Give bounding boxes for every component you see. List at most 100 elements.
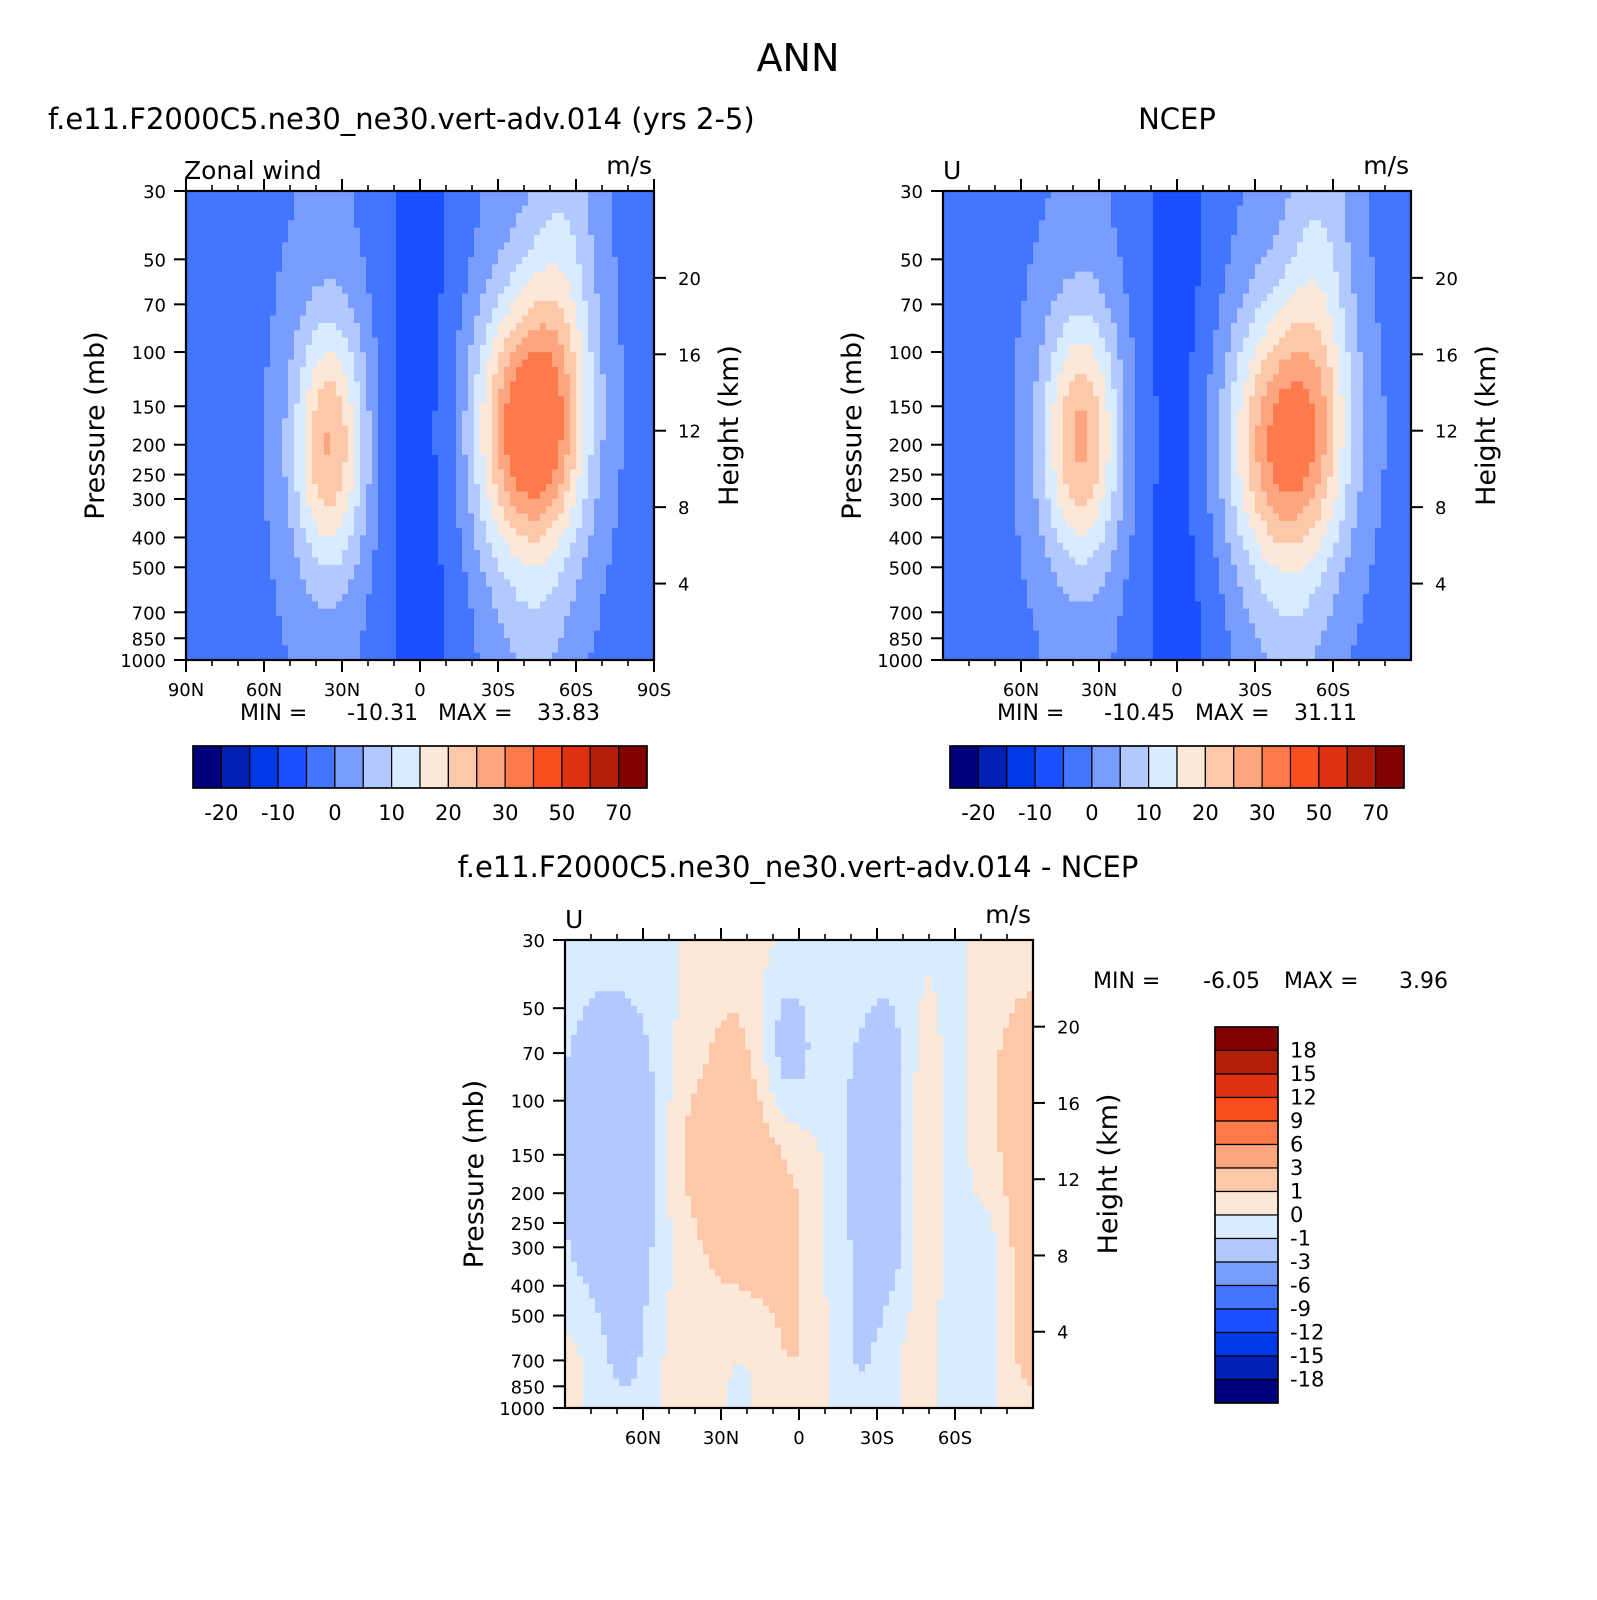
heatmap-cell <box>492 191 499 199</box>
heatmap-cell <box>648 616 655 624</box>
heatmap-cell <box>612 220 619 229</box>
heatmap-cell <box>294 645 301 654</box>
heatmap-cell <box>516 227 523 236</box>
heatmap-cell <box>270 506 277 515</box>
heatmap-cell <box>468 205 475 214</box>
heatmap-cell <box>348 322 355 331</box>
heatmap-cell <box>648 638 655 646</box>
heatmap-cell <box>576 608 583 617</box>
heatmap-cell <box>264 579 271 588</box>
heatmap-cell <box>342 315 349 324</box>
heatmap-cell <box>582 630 589 639</box>
heatmap-cell <box>396 586 403 595</box>
heatmap-cell <box>546 447 553 456</box>
heatmap-cell <box>366 403 373 412</box>
heatmap-cell <box>558 616 565 624</box>
heatmap-cell <box>324 638 331 646</box>
heatmap-cell <box>282 630 289 639</box>
heatmap-cell <box>204 359 211 368</box>
heatmap-cell <box>528 234 535 243</box>
heatmap-cell <box>396 484 403 493</box>
heatmap-cell <box>456 564 463 573</box>
heatmap-cell <box>498 293 505 302</box>
heatmap-cell <box>240 476 247 485</box>
heatmap-cell <box>282 293 289 302</box>
heatmap-cell <box>504 330 511 339</box>
heatmap-cell <box>282 242 289 251</box>
heatmap-cell <box>462 374 469 383</box>
heatmap-cell <box>234 520 241 529</box>
heatmap-cell <box>240 542 247 551</box>
heatmap-cell <box>288 447 295 456</box>
heatmap-cell <box>528 506 535 515</box>
heatmap-cell <box>378 623 385 632</box>
heatmap-cell <box>492 594 499 602</box>
heatmap-cell <box>420 242 427 251</box>
heatmap-cell <box>372 322 379 331</box>
heatmap-cell <box>408 506 415 515</box>
heatmap-cell <box>384 484 391 493</box>
heatmap-cell <box>522 447 529 456</box>
heatmap-cell <box>192 264 199 273</box>
heatmap-cell <box>306 476 313 485</box>
heatmap-cell <box>258 271 265 280</box>
heatmap-cell <box>576 271 583 280</box>
heatmap-cell <box>444 425 451 434</box>
heatmap-cell <box>222 454 229 463</box>
heatmap-cell <box>612 645 619 654</box>
heatmap-cell <box>480 586 487 595</box>
heatmap-cell <box>540 381 547 390</box>
heatmap-cell <box>234 601 241 610</box>
heatmap-cell <box>450 374 457 383</box>
heatmap-cell <box>414 293 421 302</box>
heatmap-cell <box>354 528 361 537</box>
heatmap-cell <box>210 308 217 317</box>
heatmap-cell <box>648 374 655 383</box>
heatmap-cell <box>396 447 403 456</box>
heatmap-cell <box>216 227 223 236</box>
heatmap-cell <box>636 491 643 500</box>
heatmap-cell <box>402 425 409 434</box>
heatmap-cell <box>390 198 397 207</box>
heatmap-cell <box>624 403 631 412</box>
heatmap-cell <box>204 557 211 566</box>
heatmap-cell <box>588 440 595 449</box>
heatmap-cell <box>216 256 223 265</box>
heatmap-cell <box>618 528 625 537</box>
heatmap-cell <box>564 191 571 199</box>
heatmap-cell <box>420 630 427 639</box>
heatmap-cell <box>204 564 211 573</box>
heatmap-cell <box>330 564 337 573</box>
heatmap-cell <box>462 454 469 463</box>
heatmap-cell <box>564 557 571 566</box>
heatmap-cell <box>372 469 379 478</box>
heatmap-cell <box>552 586 559 595</box>
heatmap-cell <box>354 484 361 493</box>
heatmap-cell <box>366 608 373 617</box>
heatmap-cell <box>222 638 229 646</box>
heatmap-cell <box>606 191 613 199</box>
heatmap-cell <box>570 337 577 346</box>
heatmap-cell <box>552 286 559 295</box>
heatmap-cell <box>510 403 517 412</box>
heatmap-cell <box>408 220 415 229</box>
heatmap-cell <box>282 623 289 632</box>
heatmap-cell <box>198 374 205 383</box>
heatmap-cell <box>228 630 235 639</box>
heatmap-cell <box>426 528 433 537</box>
heatmap-cell <box>624 586 631 595</box>
heatmap-cell <box>222 432 229 441</box>
heatmap-cell <box>282 447 289 456</box>
heatmap-cell <box>390 550 397 559</box>
heatmap-cell <box>282 264 289 273</box>
heatmap-cell <box>402 403 409 412</box>
heatmap-cell <box>318 425 325 434</box>
heatmap-cell <box>528 256 535 265</box>
heatmap-cell <box>420 337 427 346</box>
heatmap-cell <box>414 645 421 654</box>
heatmap-cell <box>288 300 295 309</box>
heatmap-cell <box>228 300 235 309</box>
heatmap-cell <box>540 198 547 207</box>
heatmap-cell <box>372 278 379 287</box>
heatmap-cell <box>276 557 283 566</box>
